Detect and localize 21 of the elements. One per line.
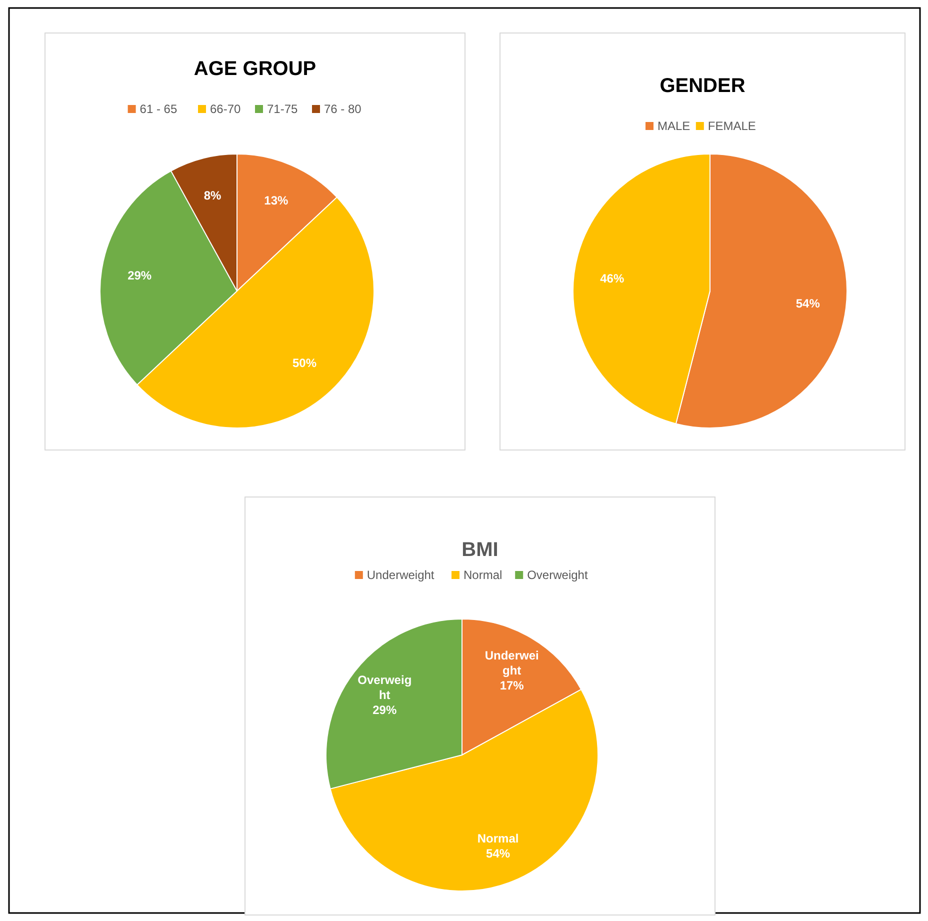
legend-label: 61 - 65 (140, 102, 178, 116)
data-label: Underwei ght 17% (484, 648, 539, 693)
data-label: Overweig ht 29% (358, 672, 412, 717)
legend-label: FEMALE (708, 119, 756, 133)
legend-label: 76 - 80 (324, 102, 362, 116)
chart-title: BMI (462, 539, 498, 561)
data-label: 46% (600, 272, 624, 286)
chart-title: GENDER (660, 75, 746, 97)
data-label: 54% (796, 296, 820, 310)
data-label: 13% (264, 193, 289, 208)
data-label: 29% (128, 268, 152, 283)
legend-label: 71-75 (267, 102, 298, 116)
data-label: 8% (204, 188, 222, 202)
data-label: 50% (292, 356, 317, 370)
legend-label: MALE (658, 119, 690, 133)
legend-label: Underweight (366, 568, 435, 582)
chart-title: AGE GROUP (194, 58, 316, 80)
data-label: Normal 54% (477, 832, 519, 861)
legend-label: Overweight (527, 568, 588, 582)
legend-label: 66-70 (210, 102, 242, 116)
legend-label: Normal (464, 568, 502, 582)
